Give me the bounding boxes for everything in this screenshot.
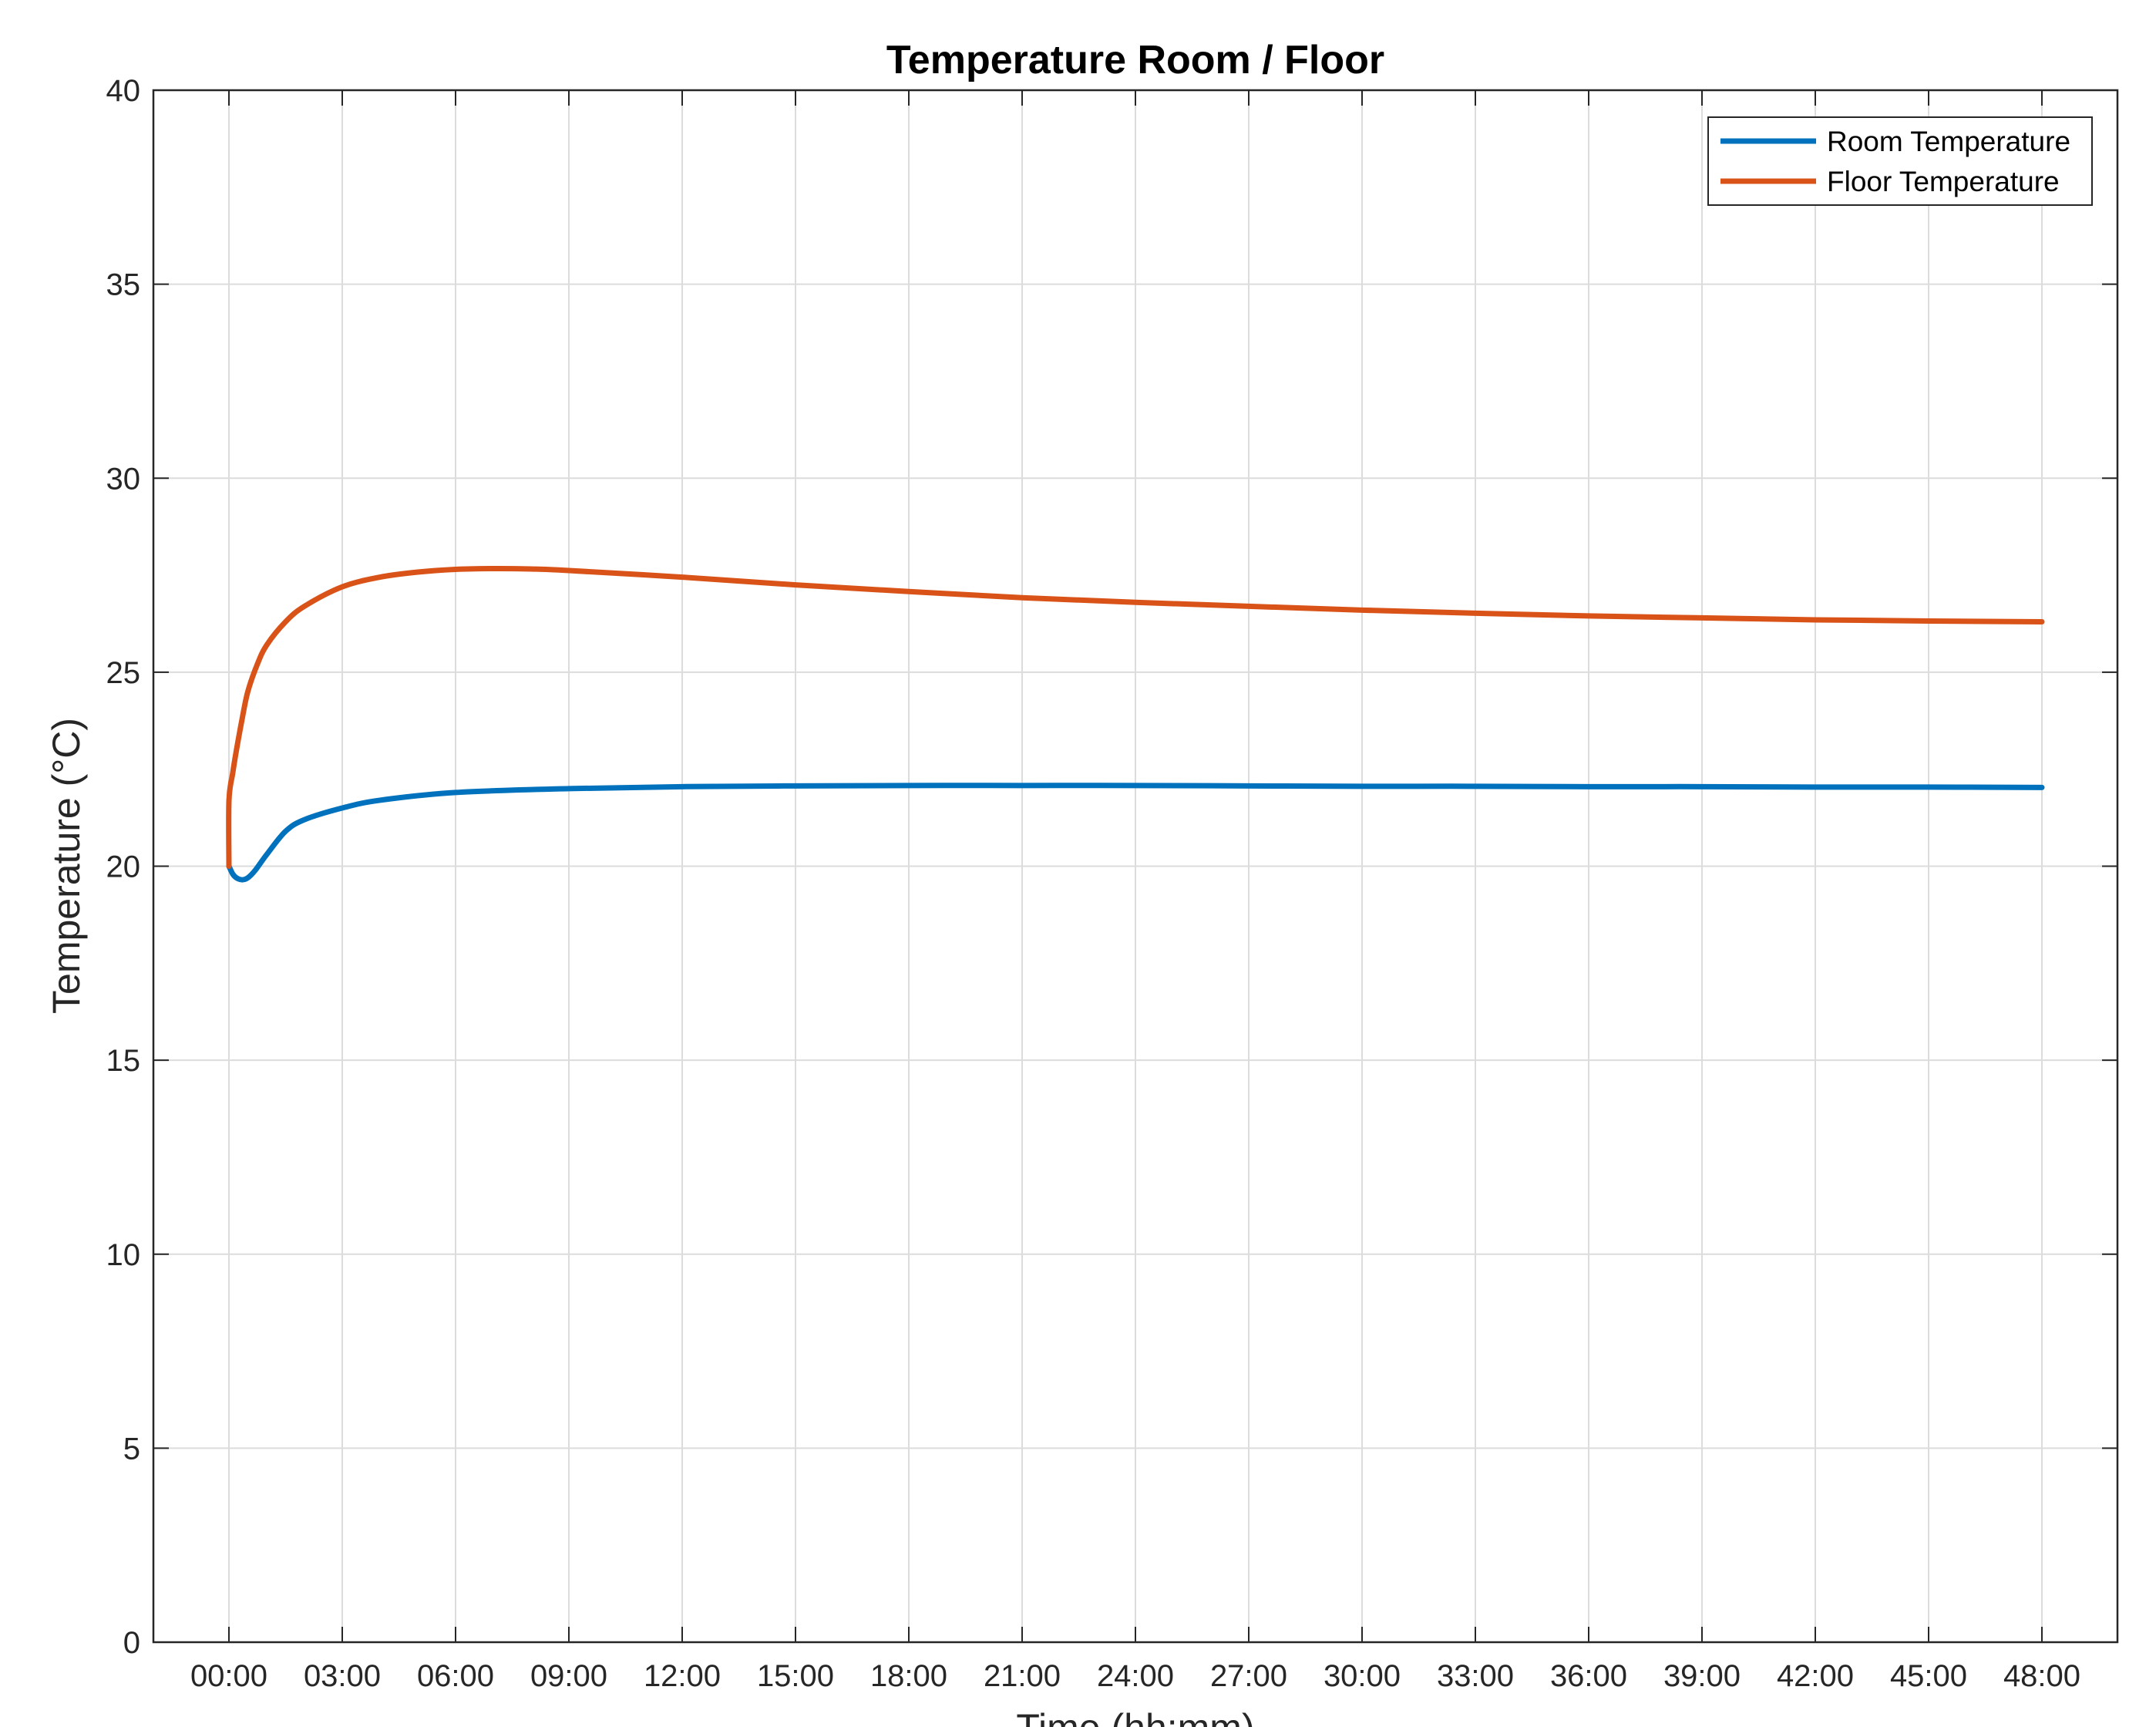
y-tick-label: 5 [123, 1432, 140, 1466]
x-tick-label: 33:00 [1437, 1659, 1514, 1693]
x-tick-label: 24:00 [1097, 1659, 1174, 1693]
chart-title: Temperature Room / Floor [886, 38, 1384, 82]
x-tick-label: 36:00 [1550, 1659, 1627, 1693]
x-tick-label: 27:00 [1210, 1659, 1287, 1693]
x-tick-label: 15:00 [757, 1659, 834, 1693]
legend-box [1707, 116, 2093, 206]
y-tick-label: 40 [106, 74, 141, 108]
x-tick-label: 21:00 [984, 1659, 1061, 1693]
x-tick-label: 03:00 [304, 1659, 381, 1693]
x-tick-label: 12:00 [644, 1659, 721, 1693]
y-tick-label: 35 [106, 268, 141, 302]
legend: Room Temperature Floor Temperature [1707, 116, 2093, 206]
y-tick-label: 25 [106, 656, 141, 690]
y-tick-label: 30 [106, 462, 141, 496]
legend-label-room-temperature: Room Temperature [1827, 126, 2070, 157]
y-tick-label: 10 [106, 1238, 141, 1272]
x-tick-label: 39:00 [1663, 1659, 1741, 1693]
series-lines [226, 565, 2045, 883]
x-axis-label: Time (hh:mm) [1016, 1706, 1254, 1727]
series-line-floor-temperature [226, 565, 2045, 869]
series-line-room-temperature [226, 783, 2045, 883]
legend-label-floor-temperature: Floor Temperature [1827, 166, 2060, 197]
y-tick-label: 20 [106, 850, 141, 884]
x-tick-label: 06:00 [417, 1659, 494, 1693]
y-axis-label: Temperature (°C) [45, 718, 88, 1014]
x-tick-label: 48:00 [2003, 1659, 2080, 1693]
x-tick-label: 09:00 [530, 1659, 607, 1693]
y-tick-label: 0 [123, 1626, 140, 1660]
x-tick-label: 00:00 [190, 1659, 267, 1693]
x-tick-label: 42:00 [1777, 1659, 1854, 1693]
x-tick-label: 45:00 [1890, 1659, 1967, 1693]
x-tick-label: 30:00 [1324, 1659, 1401, 1693]
y-tick-label: 15 [106, 1044, 141, 1078]
axis-ticks: 00:00 03:00 06:00 09:00 12:00 15:00 18:00 21:00… [106, 74, 2117, 1693]
x-tick-label: 18:00 [870, 1659, 947, 1693]
